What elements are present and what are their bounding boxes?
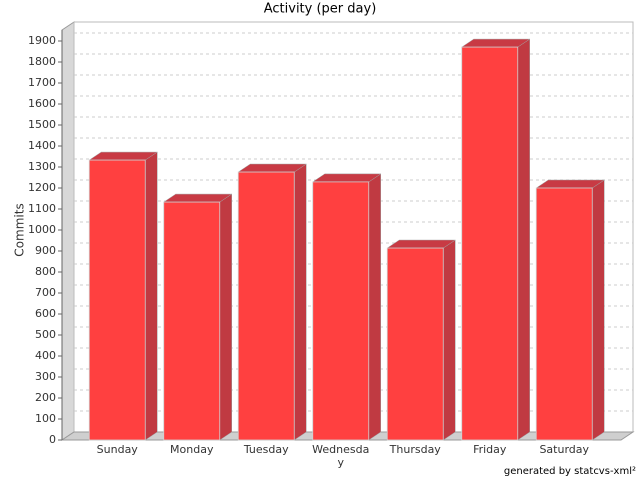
- x-tick-label: Saturday: [539, 443, 590, 456]
- y-tick-label: 1700: [28, 76, 56, 89]
- y-tick-label: 1600: [28, 97, 56, 110]
- bar: [460, 38, 531, 441]
- x-tick-label: Tuesday: [243, 443, 289, 456]
- bar: [88, 151, 159, 441]
- y-tick-label: 600: [35, 307, 56, 320]
- y-tick-label: 1100: [28, 202, 56, 215]
- chart-title: Activity (per day): [264, 2, 377, 17]
- bar-front: [535, 187, 593, 441]
- bar: [237, 163, 308, 441]
- bar-top: [460, 38, 531, 48]
- y-tick-label: 1000: [28, 223, 56, 236]
- y-tick-label: 1900: [28, 34, 56, 47]
- bar-top: [386, 239, 457, 249]
- x-tick-label: Monday: [170, 443, 214, 456]
- bar-side: [368, 173, 381, 441]
- side-wall: [61, 21, 75, 441]
- y-tick-label: 1200: [28, 181, 56, 194]
- y-tick-label: 1400: [28, 139, 56, 152]
- footnote: generated by statcvs-xml²: [504, 466, 636, 477]
- bar-top: [535, 179, 606, 189]
- bar-top: [311, 173, 382, 183]
- x-tick-label: Sunday: [96, 443, 138, 456]
- y-tick-label: 900: [35, 244, 56, 257]
- x-tick-label: Sunday: [96, 443, 138, 456]
- bar-top: [88, 151, 159, 161]
- x-tick-label: Friday: [473, 443, 507, 456]
- bar-side: [145, 151, 158, 441]
- bar-front: [88, 159, 146, 441]
- bar-top: [237, 163, 308, 173]
- bar: [535, 179, 606, 441]
- bar-side: [294, 163, 307, 441]
- bar: [386, 239, 457, 441]
- x-tick-label: Thursday: [389, 443, 441, 456]
- x-tick-label: Thursday: [389, 443, 441, 456]
- bar: [162, 193, 233, 441]
- bar-top: [162, 193, 233, 203]
- x-tick-label: Monday: [170, 443, 214, 456]
- x-tick-label: Tuesday: [243, 443, 289, 456]
- bar-front: [312, 181, 370, 441]
- x-tick-label: Wednesday: [312, 443, 370, 469]
- bar: [311, 173, 382, 441]
- bar-front: [163, 201, 221, 441]
- y-tick-label: 800: [35, 265, 56, 278]
- bar-side: [592, 179, 605, 441]
- y-tick-label: 400: [35, 349, 56, 362]
- bar-front: [237, 171, 295, 441]
- bar-side: [219, 193, 232, 441]
- y-tick-label: 100: [35, 412, 56, 425]
- y-tick-label: 1500: [28, 118, 56, 131]
- bar-front: [386, 247, 444, 441]
- x-tick-label: Wednesday: [312, 443, 370, 469]
- bar-front: [461, 46, 519, 441]
- y-tick-label: 1300: [28, 160, 56, 173]
- x-tick-label: Saturday: [539, 443, 590, 456]
- y-tick-label: 1800: [28, 55, 56, 68]
- y-tick-label: 300: [35, 370, 56, 383]
- bar-side: [517, 38, 530, 441]
- y-tick-label: 0: [49, 433, 56, 446]
- y-tick-label: 500: [35, 328, 56, 341]
- bar-side: [443, 239, 456, 441]
- y-tick-label: 200: [35, 391, 56, 404]
- y-axis-label: Commits: [13, 203, 27, 256]
- y-tick-label: 700: [35, 286, 56, 299]
- x-tick-label: Friday: [473, 443, 507, 456]
